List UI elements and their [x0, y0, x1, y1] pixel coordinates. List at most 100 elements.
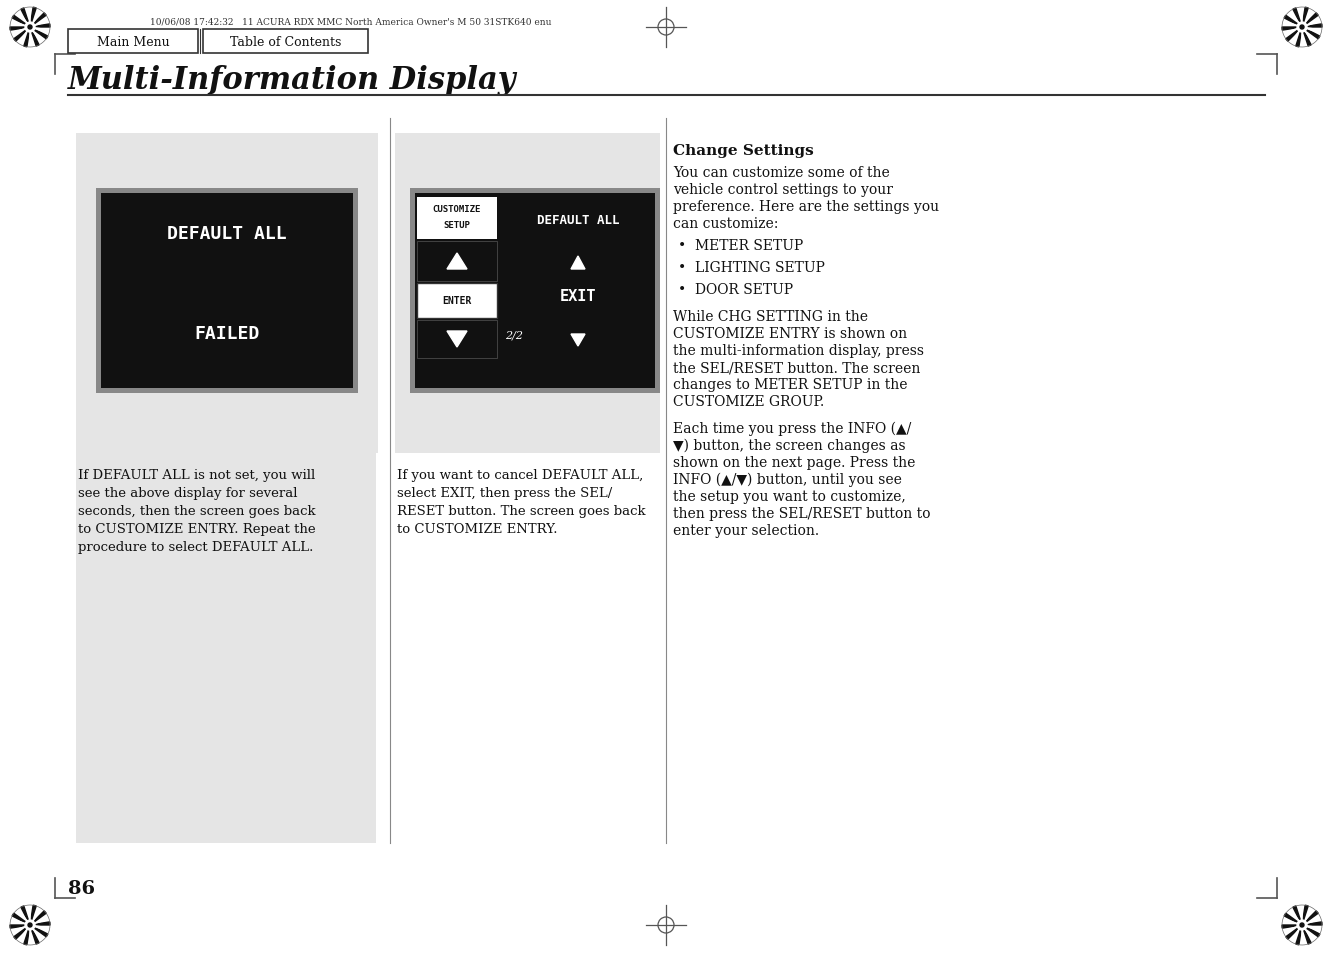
Circle shape	[28, 26, 32, 30]
Polygon shape	[1285, 925, 1301, 939]
Polygon shape	[1301, 922, 1321, 925]
Polygon shape	[31, 28, 39, 47]
Polygon shape	[31, 905, 36, 925]
Polygon shape	[19, 925, 31, 943]
Polygon shape	[1288, 909, 1301, 925]
Polygon shape	[1283, 28, 1301, 37]
Polygon shape	[31, 922, 51, 925]
Text: ENTER: ENTER	[442, 296, 472, 306]
Polygon shape	[13, 925, 31, 939]
Polygon shape	[11, 925, 31, 928]
Text: changes to METER SETUP in the: changes to METER SETUP in the	[673, 377, 907, 392]
Polygon shape	[571, 256, 585, 270]
Polygon shape	[31, 10, 41, 28]
Polygon shape	[31, 916, 49, 925]
Polygon shape	[1301, 916, 1321, 925]
Polygon shape	[31, 925, 48, 937]
Text: the setup you want to customize,: the setup you want to customize,	[673, 490, 906, 503]
Text: the multi-information display, press: the multi-information display, press	[673, 344, 924, 357]
Bar	[417, 198, 497, 240]
Polygon shape	[31, 28, 44, 44]
Polygon shape	[1301, 28, 1321, 34]
Text: enter your selection.: enter your selection.	[673, 523, 819, 537]
Polygon shape	[21, 9, 31, 28]
Polygon shape	[11, 28, 31, 31]
Polygon shape	[1293, 906, 1301, 925]
Polygon shape	[1299, 8, 1301, 28]
Text: While CHG SETTING in the: While CHG SETTING in the	[673, 310, 868, 324]
Text: Main Menu: Main Menu	[97, 35, 169, 49]
Polygon shape	[16, 909, 31, 925]
Bar	[417, 242, 497, 282]
Text: seconds, then the screen goes back: seconds, then the screen goes back	[79, 504, 316, 517]
Text: •  LIGHTING SETUP: • LIGHTING SETUP	[678, 261, 825, 274]
Text: •  METER SETUP: • METER SETUP	[678, 239, 803, 253]
Text: the SEL/RESET button. The screen: the SEL/RESET button. The screen	[673, 360, 920, 375]
Text: Table of Contents: Table of Contents	[230, 35, 341, 49]
Polygon shape	[12, 16, 31, 28]
Circle shape	[1297, 920, 1307, 930]
Polygon shape	[31, 925, 39, 944]
Polygon shape	[1301, 925, 1316, 942]
Bar	[76, 133, 378, 454]
Polygon shape	[1291, 925, 1301, 943]
Polygon shape	[1301, 925, 1305, 945]
Bar	[76, 344, 376, 843]
Polygon shape	[31, 911, 47, 925]
Circle shape	[1300, 923, 1304, 927]
Polygon shape	[1293, 9, 1301, 28]
Polygon shape	[1285, 28, 1301, 42]
Polygon shape	[1291, 28, 1301, 46]
Polygon shape	[1301, 14, 1319, 28]
Polygon shape	[1301, 911, 1319, 925]
Text: •  DOOR SETUP: • DOOR SETUP	[678, 283, 793, 296]
Polygon shape	[31, 925, 49, 931]
Polygon shape	[31, 19, 49, 28]
Polygon shape	[1301, 28, 1305, 48]
Text: RESET button. The screen goes back: RESET button. The screen goes back	[397, 504, 646, 517]
Text: If you want to cancel DEFAULT ALL,: If you want to cancel DEFAULT ALL,	[397, 469, 643, 481]
Bar	[417, 320, 497, 358]
Polygon shape	[24, 28, 31, 48]
Polygon shape	[27, 905, 31, 925]
Polygon shape	[1283, 919, 1301, 925]
Text: You can customize some of the: You can customize some of the	[673, 166, 890, 180]
Polygon shape	[1301, 28, 1320, 40]
Polygon shape	[1301, 19, 1321, 28]
Bar	[68, 30, 198, 54]
Polygon shape	[31, 28, 49, 34]
Polygon shape	[571, 335, 585, 347]
Bar	[410, 189, 659, 394]
Text: vehicle control settings to your: vehicle control settings to your	[673, 183, 892, 196]
Text: Each time you press the INFO (▲/: Each time you press the INFO (▲/	[673, 421, 911, 436]
Polygon shape	[31, 925, 33, 945]
Bar	[96, 189, 358, 394]
Polygon shape	[1301, 925, 1311, 944]
Circle shape	[25, 920, 35, 930]
Polygon shape	[1288, 11, 1301, 28]
Bar	[416, 193, 655, 389]
Text: INFO (▲/▼) button, until you see: INFO (▲/▼) button, until you see	[673, 473, 902, 487]
Polygon shape	[1301, 907, 1313, 925]
Polygon shape	[31, 14, 47, 28]
Text: procedure to select DEFAULT ALL.: procedure to select DEFAULT ALL.	[79, 540, 313, 554]
Text: select EXIT, then press the SEL/: select EXIT, then press the SEL/	[397, 486, 613, 499]
Polygon shape	[1301, 925, 1320, 937]
Bar	[101, 193, 353, 389]
Text: preference. Here are the settings you: preference. Here are the settings you	[673, 200, 939, 213]
Polygon shape	[31, 28, 48, 40]
Polygon shape	[1301, 10, 1313, 28]
Bar	[202, 30, 368, 54]
Polygon shape	[21, 906, 31, 925]
Text: then press the SEL/RESET button to: then press the SEL/RESET button to	[673, 506, 931, 520]
Text: DEFAULT ALL: DEFAULT ALL	[168, 225, 286, 243]
Text: Change Settings: Change Settings	[673, 144, 814, 158]
Text: CUSTOMIZE ENTRY is shown on: CUSTOMIZE ENTRY is shown on	[673, 327, 907, 340]
Polygon shape	[1281, 925, 1301, 928]
Polygon shape	[448, 253, 468, 270]
Text: SETUP: SETUP	[444, 221, 470, 231]
Polygon shape	[1299, 905, 1301, 925]
Text: shown on the next page. Press the: shown on the next page. Press the	[673, 456, 915, 470]
Circle shape	[25, 23, 35, 33]
Polygon shape	[1301, 28, 1316, 44]
